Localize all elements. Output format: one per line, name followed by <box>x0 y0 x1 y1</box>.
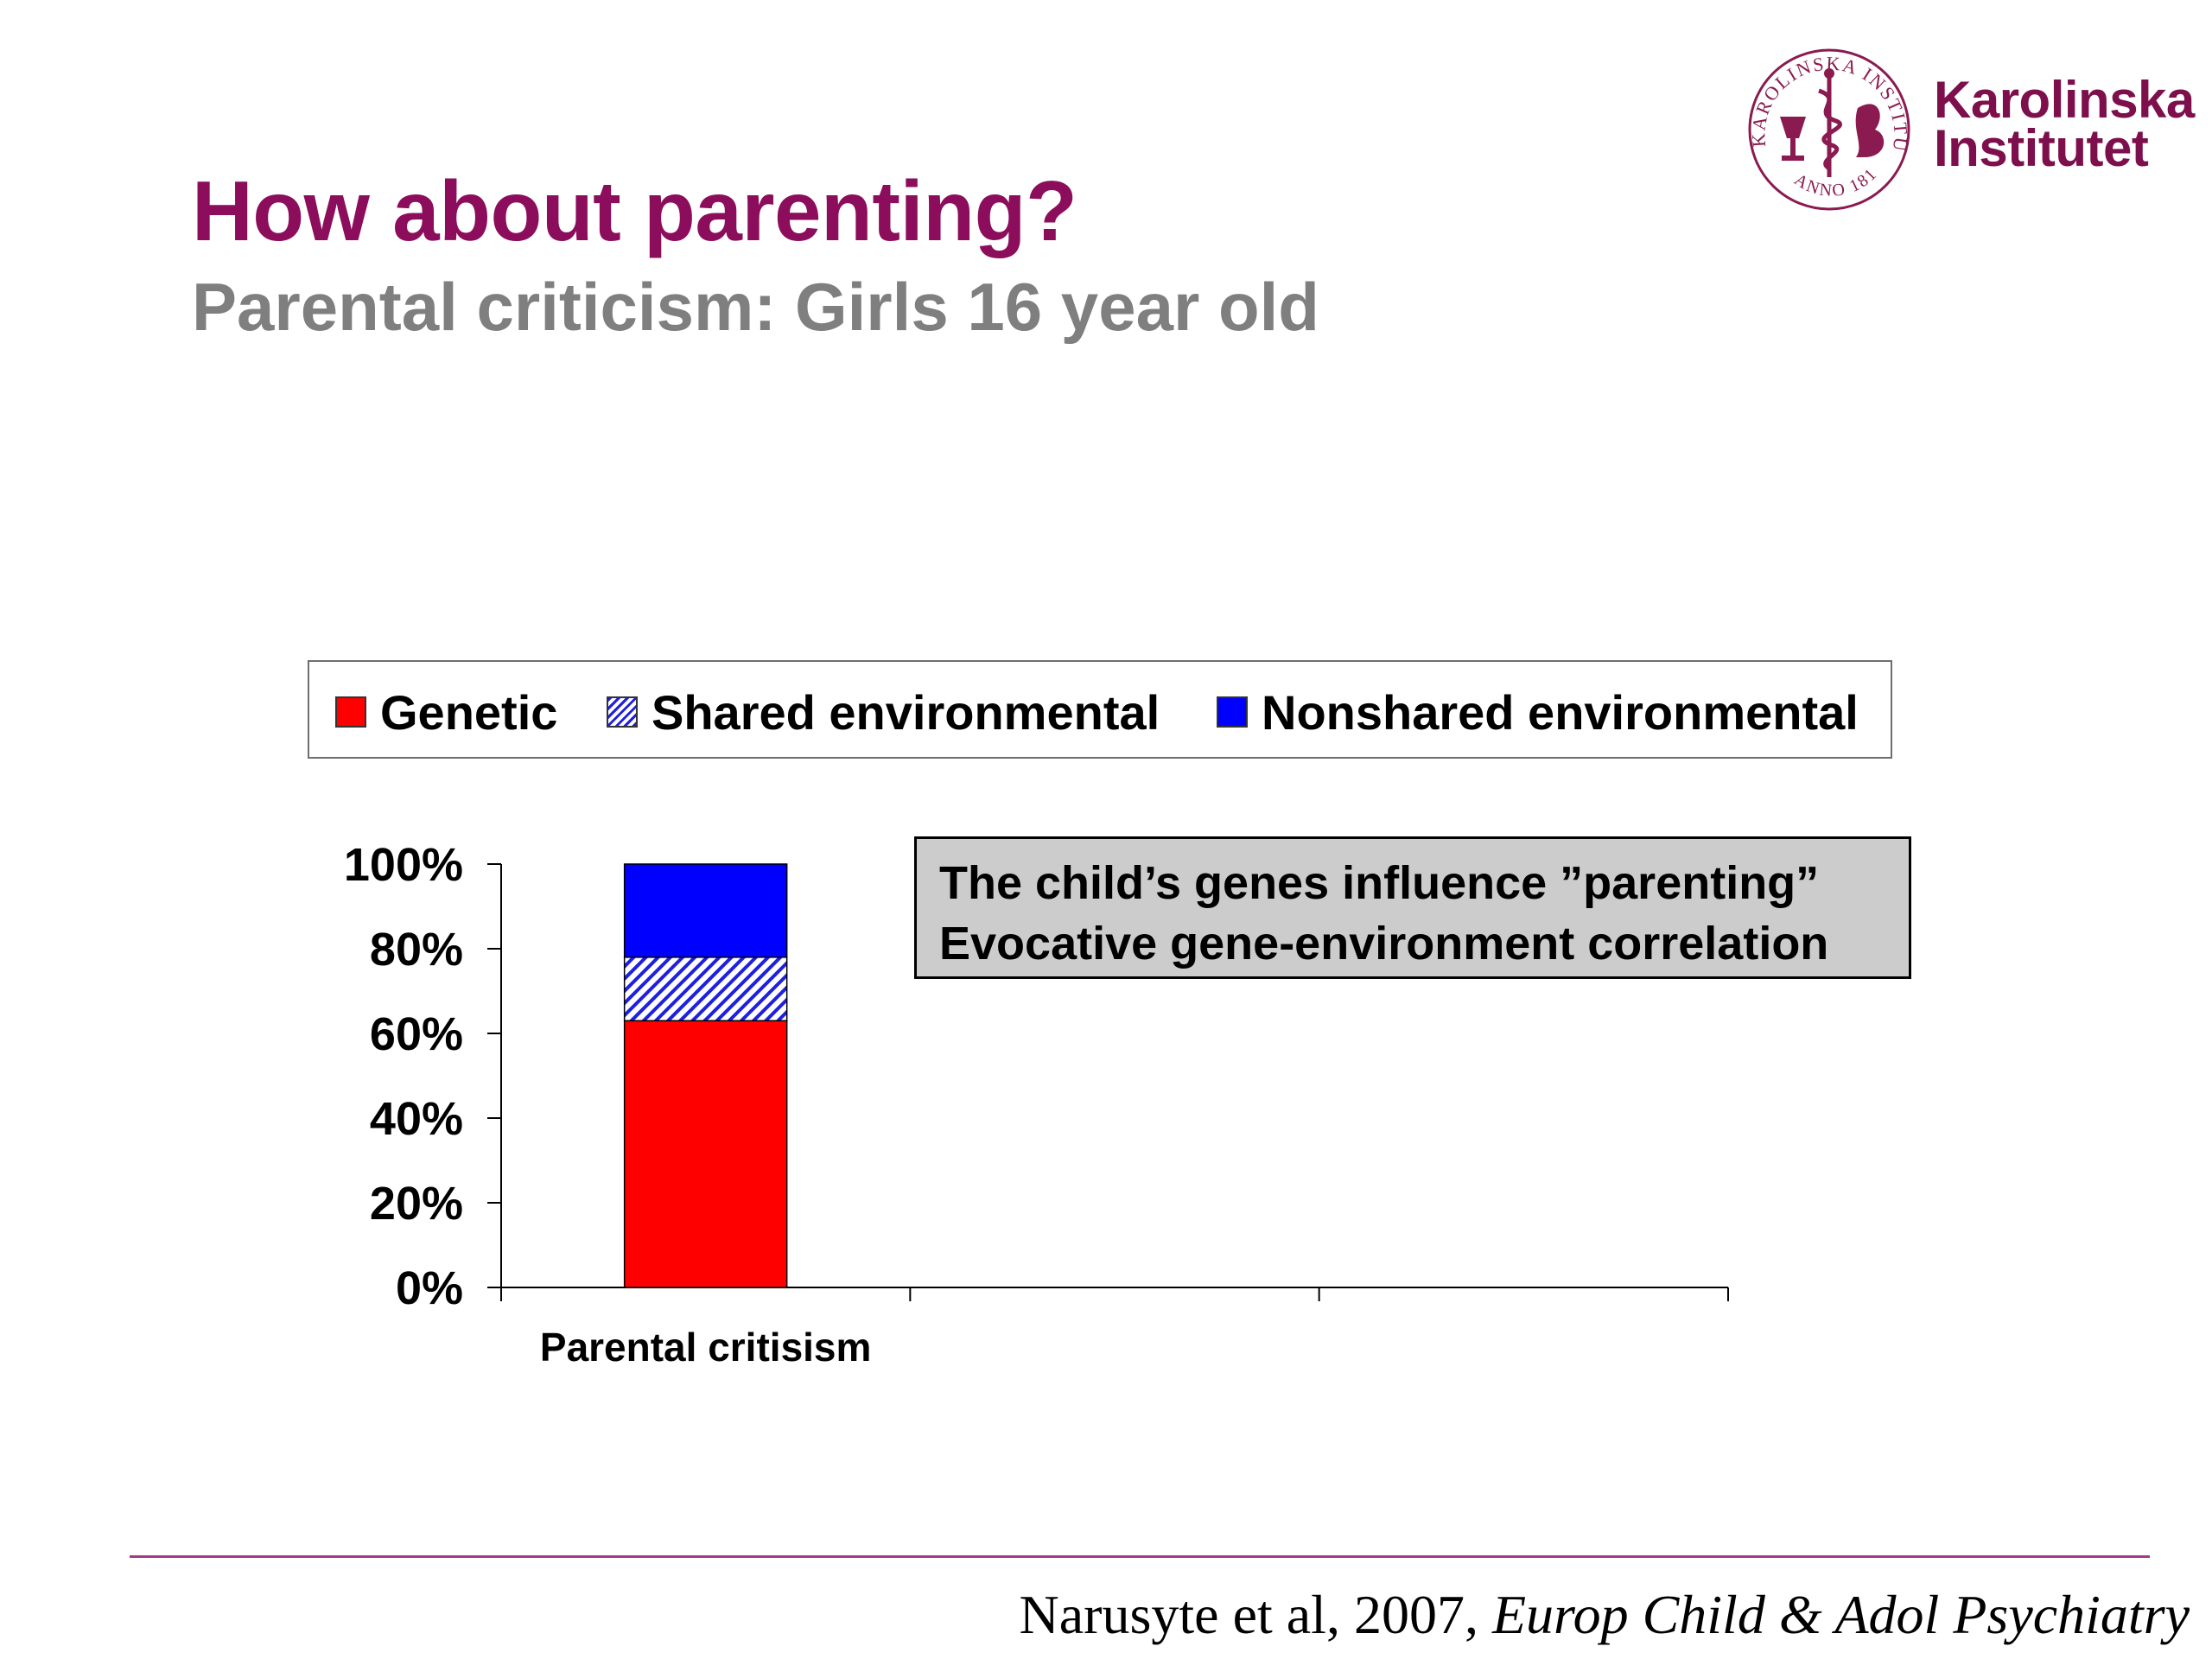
bar-segment-shared-environmental <box>623 957 788 1022</box>
x-category-label: Parental critisism <box>540 1325 872 1370</box>
legend-label-genetic: Genetic <box>380 684 558 740</box>
legend-item-shared: Shared environmental <box>607 685 1160 740</box>
bar-segment-genetic <box>623 1020 788 1288</box>
legend-label-shared: Shared environmental <box>652 684 1160 740</box>
legend-item-genetic: Genetic <box>335 685 557 740</box>
annotation-line-2: Evocative gene-environment correlation <box>939 918 1829 969</box>
legend-swatch-shared <box>607 696 638 728</box>
y-tick-label: 40% <box>370 1093 463 1145</box>
legend-swatch-nonshared <box>1217 696 1248 728</box>
citation-journal: Europ Child & Adol Psychiatry <box>1491 1584 2190 1645</box>
logo-wordmark: Karolinska Institutet <box>1934 71 2195 177</box>
citation: Narusyte et al, 2007, Europ Child & Adol… <box>1020 1583 2190 1647</box>
chart-legend: Genetic Shared environmental Nonshared e… <box>308 660 1892 759</box>
karolinska-logo: KAROLINSKA INSTITUTET ANNO 1810 Karolins… <box>1737 35 2195 242</box>
y-tick-label: 80% <box>370 924 463 976</box>
footer-divider <box>130 1555 2150 1558</box>
y-tick-label: 20% <box>370 1178 463 1230</box>
y-tick-label: 0% <box>396 1262 463 1314</box>
karolinska-seal-icon: KAROLINSKA INSTITUTET ANNO 1810 <box>1737 35 1910 211</box>
annotation-line-1: The child’s genes influence ”parenting” <box>939 857 1820 909</box>
y-tick-label: 60% <box>370 1008 463 1060</box>
page-subtitle: Parental criticism: Girls 16 year old <box>192 269 1319 345</box>
annotation-box: The child’s genes influence ”parenting” … <box>914 836 1911 979</box>
logo-line-2: Institutet <box>1934 119 2149 177</box>
bar-segment-nonshared-environmental <box>623 863 788 958</box>
y-tick-label: 100% <box>344 839 463 891</box>
page-title: How about parenting? <box>192 163 1077 258</box>
citation-authors: Narusyte et al, 2007, <box>1019 1584 1492 1645</box>
legend-swatch-genetic <box>335 696 366 728</box>
legend-label-nonshared: Nonshared environmental <box>1262 684 1859 740</box>
legend-item-nonshared: Nonshared environmental <box>1217 685 1859 740</box>
logo-line-1: Karolinska <box>1934 71 2195 129</box>
